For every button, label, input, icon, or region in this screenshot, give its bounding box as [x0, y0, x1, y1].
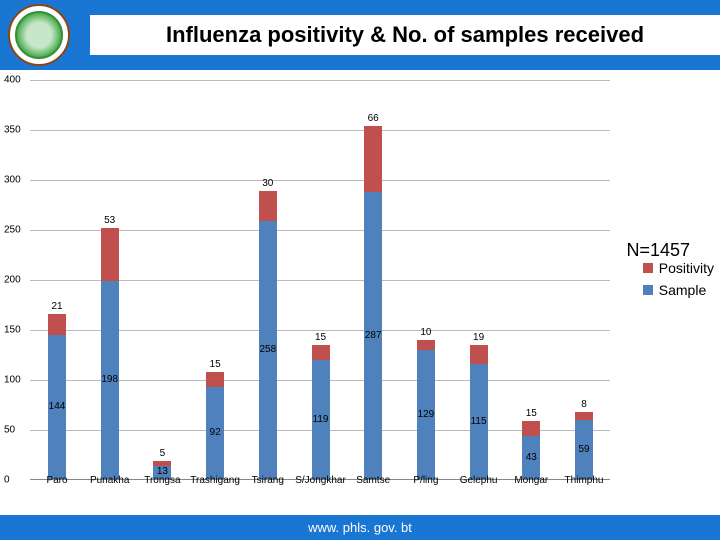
y-tick-label: 0 [4, 475, 10, 486]
grid-line [30, 130, 610, 131]
y-tick-label: 50 [4, 425, 15, 436]
x-tick-label: Samtse [343, 475, 403, 486]
x-tick-label: Paro [27, 475, 87, 486]
slide-title: Influenza positivity & No. of samples re… [90, 15, 720, 55]
bar-value-sample: 129 [411, 409, 441, 420]
bar-value-positivity: 15 [306, 332, 336, 343]
grid-line [30, 180, 610, 181]
bar-value-positivity: 30 [253, 178, 283, 189]
bar-value-sample: 258 [253, 344, 283, 355]
y-tick-label: 250 [4, 225, 21, 236]
plot-region: 1442119853135921525830119152876612910115… [30, 80, 610, 480]
logo-inner [15, 11, 63, 59]
x-tick-label: Punakha [80, 475, 140, 486]
legend-item-sample: Sample [643, 282, 714, 298]
bar-value-positivity: 15 [200, 359, 230, 370]
y-tick-label: 150 [4, 325, 21, 336]
bar-value-sample: 43 [516, 452, 546, 463]
y-tick-label: 350 [4, 125, 21, 136]
legend-label-positivity: Positivity [659, 260, 714, 276]
footer-text: www. phls. gov. bt [308, 520, 412, 535]
grid-line [30, 80, 610, 81]
chart-area: 050100150200250300350400 144211985313592… [0, 70, 720, 515]
x-tick-label: P/ling [396, 475, 456, 486]
legend-label-sample: Sample [659, 282, 706, 298]
bar-value-sample: 119 [306, 414, 336, 425]
bar-value-positivity: 66 [358, 113, 388, 124]
x-tick-label: Gelephu [449, 475, 509, 486]
bar-positivity [48, 314, 66, 335]
bar-value-positivity: 5 [147, 448, 177, 459]
y-tick-label: 400 [4, 75, 21, 86]
footer-bar: www. phls. gov. bt [0, 515, 720, 540]
y-tick-label: 100 [4, 375, 21, 386]
y-tick-label: 200 [4, 275, 21, 286]
bar-positivity [312, 345, 330, 360]
bar-positivity [470, 345, 488, 364]
x-tick-label: Trashigang [185, 475, 245, 486]
bar-value-sample: 198 [95, 374, 125, 385]
bar-value-positivity: 10 [411, 327, 441, 338]
bar-positivity [101, 228, 119, 281]
bar-value-positivity: 19 [464, 332, 494, 343]
legend-swatch-sample [643, 285, 653, 295]
bar-value-sample: 92 [200, 427, 230, 438]
bar-positivity [522, 421, 540, 436]
x-tick-label: Mongar [501, 475, 561, 486]
header-bar: Influenza positivity & No. of samples re… [0, 0, 720, 70]
org-logo [8, 4, 70, 66]
bar-positivity [575, 412, 593, 420]
bar-positivity [206, 372, 224, 387]
x-tick-label: Thimphu [554, 475, 614, 486]
bar-positivity [364, 126, 382, 192]
legend: Positivity Sample [643, 260, 714, 304]
n-annotation: N=1457 [626, 240, 690, 261]
bar-value-positivity: 21 [42, 301, 72, 312]
x-tick-label: Trongsa [132, 475, 192, 486]
bar-positivity [417, 340, 435, 350]
bar-value-positivity: 53 [95, 215, 125, 226]
bar-value-sample: 287 [358, 330, 388, 341]
bar-value-sample: 59 [569, 444, 599, 455]
x-tick-label: Tsirang [238, 475, 298, 486]
bar-value-positivity: 8 [569, 399, 599, 410]
bar-value-sample: 115 [464, 416, 494, 427]
legend-item-positivity: Positivity [643, 260, 714, 276]
y-tick-label: 300 [4, 175, 21, 186]
legend-swatch-positivity [643, 263, 653, 273]
bar-positivity [259, 191, 277, 221]
bar-value-positivity: 15 [516, 408, 546, 419]
x-tick-label: S/Jongkhar [291, 475, 351, 486]
bar-value-sample: 144 [42, 401, 72, 412]
